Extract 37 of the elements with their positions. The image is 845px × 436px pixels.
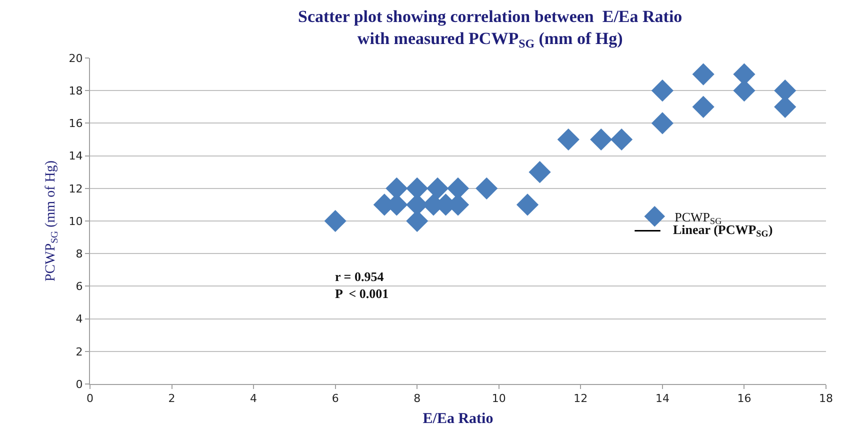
y-tick-label: 18 [68,84,83,98]
point [426,177,449,200]
y-tick-label: 12 [68,182,83,196]
x-axis-title: E/Ea Ratio [422,411,494,428]
y-tick-label: 14 [68,150,83,163]
y-tick-label: 20 [68,52,83,65]
y-tick-label: 10 [68,214,83,228]
y-tick-label: 0 [76,378,83,391]
point [651,112,674,134]
point [516,194,539,216]
x-tick-label: 16 [737,392,752,406]
x-tick-label: 10 [492,392,506,406]
x-tick-label: 12 [574,392,588,406]
chart-title: Scatter plot showing correlation between E/Ea Ratio with measured PCWP$_{SG}$ (mm of Hg) [298,6,682,50]
annotation: r = 0.954 P < 0.001 [335,269,389,301]
x-tick-label: 2 [168,392,176,406]
x-tick-label: 6 [332,392,339,406]
point [610,128,633,151]
x-tick-label: 14 [655,392,670,406]
x-tick-label: 0 [86,392,94,406]
point [651,80,674,102]
point [692,63,714,86]
legend-label: PCWP$_{SG}$ [674,209,722,226]
point [557,128,580,151]
y-tick-label: 6 [76,280,83,294]
y-tick-label: 4 [76,312,83,326]
x-tick-label: 18 [819,392,833,406]
y-tick-label: 2 [76,345,83,358]
point [476,177,498,200]
x-tick-label: 4 [250,392,258,406]
y-tick-label: 8 [76,247,83,260]
y-tick-label: 16 [68,117,83,130]
point [528,161,551,184]
x-tick-label: 8 [414,392,421,406]
point [324,210,346,232]
point [692,96,714,118]
point [590,128,612,151]
